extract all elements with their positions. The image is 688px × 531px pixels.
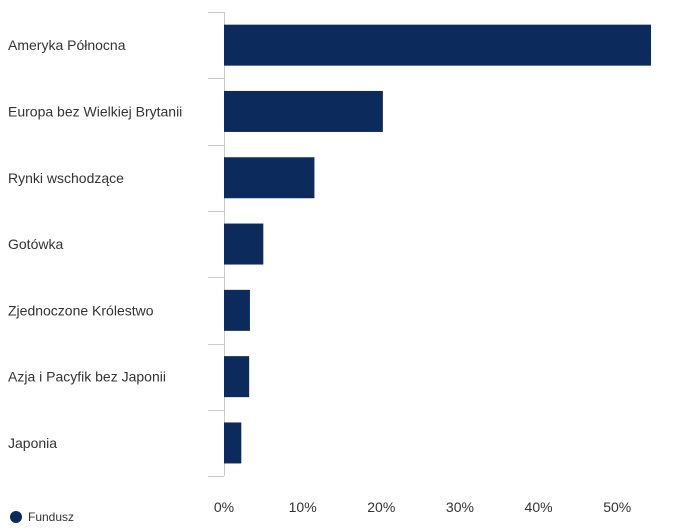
bar-2: [224, 90, 383, 132]
x-tick-label: 10%: [289, 499, 317, 515]
bar-6: [224, 356, 250, 398]
category-label: Ameryka Północna: [8, 37, 126, 53]
category-label: Zjednoczone Królestwo: [8, 302, 154, 318]
x-tick-label: 20%: [367, 499, 395, 515]
legend-swatch-icon: [10, 511, 22, 523]
category-label: Rynki wschodzące: [8, 170, 124, 186]
category-label: Azja i Pacyfik bez Japonii: [8, 369, 166, 385]
bar-5: [224, 289, 250, 331]
category-label: Europa bez Wielkiej Brytanii: [8, 103, 182, 119]
x-tick-label: 0%: [214, 499, 234, 515]
bar-3: [224, 157, 315, 199]
bar-1: [224, 24, 652, 66]
category-label: Japonia: [8, 435, 57, 451]
x-tick-label: 40%: [525, 499, 553, 515]
bar-4: [224, 223, 264, 265]
x-tick-label: 30%: [446, 499, 474, 515]
legend-label: Fundusz: [28, 510, 75, 524]
bar-7: [224, 422, 242, 464]
category-label: Gotówka: [8, 236, 63, 252]
x-tick-label: 50%: [603, 499, 631, 515]
legend: Fundusz: [10, 510, 74, 524]
